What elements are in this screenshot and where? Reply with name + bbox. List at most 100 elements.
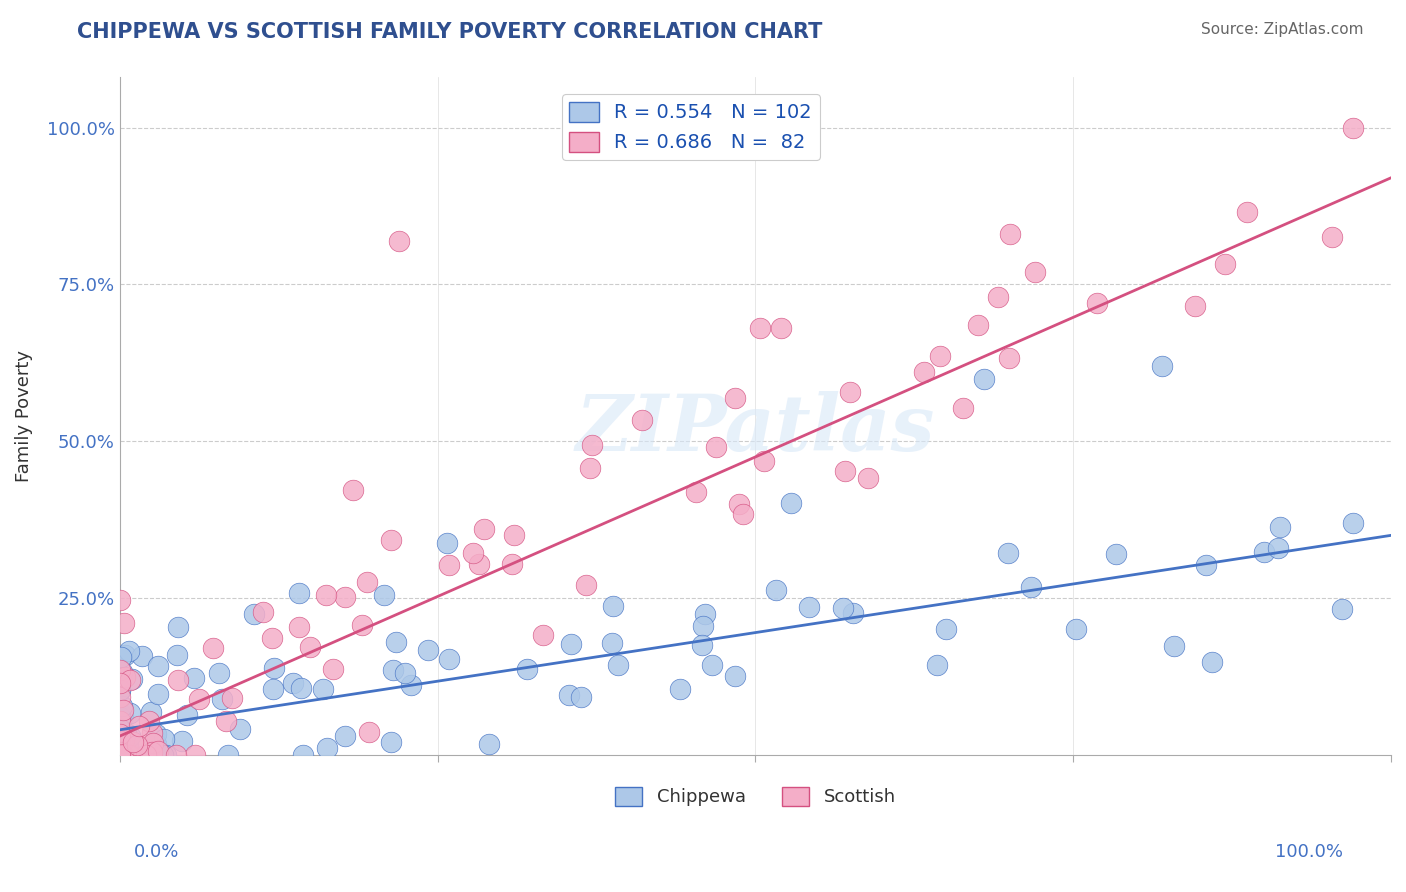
Point xyxy=(832,600,855,615)
Point xyxy=(108,714,131,729)
Point xyxy=(117,747,139,762)
Point xyxy=(380,533,402,548)
Point xyxy=(118,673,141,688)
Point xyxy=(111,702,134,716)
Point xyxy=(1163,640,1185,654)
Point xyxy=(704,441,727,455)
Point xyxy=(108,736,131,750)
Point xyxy=(769,321,792,335)
Point xyxy=(122,735,145,749)
Point xyxy=(117,747,139,762)
Point xyxy=(516,662,538,676)
Point xyxy=(724,669,747,683)
Point xyxy=(1341,516,1364,530)
Point xyxy=(558,688,581,702)
Point xyxy=(108,663,131,677)
Point xyxy=(134,747,156,762)
Point xyxy=(733,508,755,522)
Point xyxy=(607,657,630,672)
Point xyxy=(115,725,138,739)
Point xyxy=(748,321,770,335)
Point xyxy=(322,663,344,677)
Point xyxy=(108,714,131,728)
Point xyxy=(602,599,624,613)
Point xyxy=(201,641,224,656)
Point xyxy=(108,592,131,607)
Point xyxy=(118,747,141,762)
Point xyxy=(342,483,364,497)
Point xyxy=(167,673,190,687)
Point xyxy=(1064,622,1087,636)
Point xyxy=(461,546,484,560)
Point xyxy=(108,747,131,762)
Point xyxy=(108,690,131,705)
Point xyxy=(262,682,284,697)
Point xyxy=(108,729,131,743)
Point xyxy=(172,734,194,748)
Text: ZIPatlas: ZIPatlas xyxy=(575,392,935,468)
Point xyxy=(111,735,134,749)
Point xyxy=(215,714,238,728)
Point xyxy=(501,557,523,571)
Point xyxy=(1085,296,1108,310)
Point xyxy=(356,575,378,590)
Point xyxy=(125,738,148,752)
Point xyxy=(333,590,356,604)
Point xyxy=(108,727,131,741)
Point xyxy=(1268,519,1291,533)
Point xyxy=(1105,547,1128,561)
Point xyxy=(208,666,231,681)
Point xyxy=(437,558,460,573)
Point xyxy=(118,747,141,762)
Point xyxy=(797,599,820,614)
Point xyxy=(1152,359,1174,373)
Point xyxy=(111,665,134,679)
Point xyxy=(692,638,714,652)
Point xyxy=(110,747,132,762)
Point xyxy=(183,671,205,685)
Point xyxy=(912,365,935,379)
Point xyxy=(416,642,439,657)
Point xyxy=(260,632,283,646)
Point xyxy=(252,605,274,619)
Point xyxy=(935,622,957,636)
Point xyxy=(973,371,995,385)
Point xyxy=(152,732,174,747)
Point xyxy=(110,747,132,762)
Point xyxy=(155,747,177,762)
Point xyxy=(221,691,243,706)
Point xyxy=(1201,656,1223,670)
Point xyxy=(131,648,153,663)
Point xyxy=(110,675,132,690)
Point xyxy=(1322,230,1344,244)
Point xyxy=(290,681,312,695)
Point xyxy=(112,734,135,748)
Point xyxy=(352,618,374,632)
Point xyxy=(118,730,141,744)
Point xyxy=(388,234,411,248)
Point xyxy=(136,747,159,762)
Point xyxy=(998,227,1021,241)
Point xyxy=(298,640,321,654)
Point xyxy=(292,747,315,762)
Text: 0.0%: 0.0% xyxy=(134,843,179,861)
Point xyxy=(399,678,422,692)
Point xyxy=(752,454,775,468)
Point xyxy=(780,496,803,510)
Text: CHIPPEWA VS SCOTTISH FAMILY POVERTY CORRELATION CHART: CHIPPEWA VS SCOTTISH FAMILY POVERTY CORR… xyxy=(77,22,823,42)
Point xyxy=(145,727,167,741)
Point xyxy=(108,683,131,698)
Point xyxy=(1330,602,1353,616)
Point xyxy=(108,747,131,762)
Point xyxy=(724,392,747,406)
Point xyxy=(381,663,404,677)
Point xyxy=(1019,580,1042,594)
Legend: Chippewa, Scottish: Chippewa, Scottish xyxy=(607,780,903,814)
Point xyxy=(112,709,135,723)
Point xyxy=(217,747,239,762)
Point xyxy=(108,747,131,762)
Point xyxy=(600,636,623,650)
Point xyxy=(1253,544,1275,558)
Point xyxy=(229,722,252,736)
Point xyxy=(184,747,207,762)
